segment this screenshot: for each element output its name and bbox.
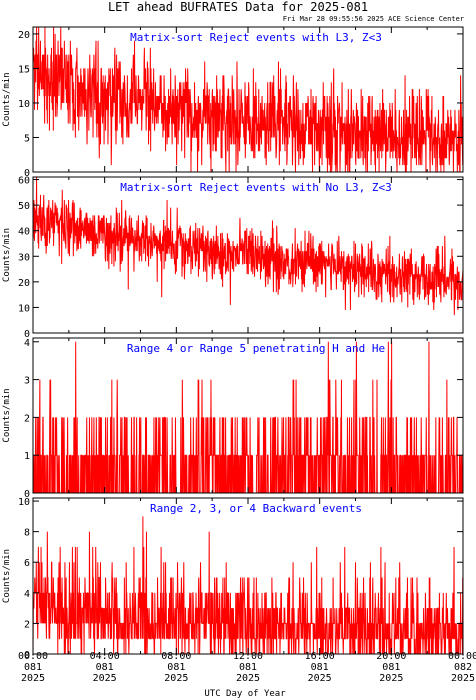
x-tick-label: 081 (311, 662, 329, 673)
y-axis-label: Counts/min (2, 228, 12, 282)
y-tick-label: 10 (18, 497, 30, 508)
series-trace (33, 177, 463, 316)
x-axis-label: UTC Day of Year (204, 689, 286, 699)
figure-title: LET ahead BUFRATES Data for 2025-081 (108, 0, 368, 14)
y-tick-label: 6 (24, 558, 30, 569)
x-tick-label: 081 (239, 662, 257, 673)
y-tick-label: 20 (18, 30, 30, 41)
x-tick-label: 16:00 (305, 651, 335, 662)
x-tick-label: 00:00 (448, 651, 476, 662)
x-tick-label: 12:00 (233, 651, 263, 662)
y-tick-label: 10 (18, 303, 30, 314)
x-tick-label: 20:00 (376, 651, 406, 662)
panel-title: Matrix-sort Reject events with No L3, Z<… (120, 181, 392, 194)
y-tick-label: 3 (24, 376, 30, 387)
y-tick-label: 40 (18, 227, 30, 238)
x-tick-label: 2025 (451, 673, 475, 684)
x-tick-label: 2025 (379, 673, 403, 684)
x-tick-label: 2025 (93, 673, 117, 684)
x-tick-label: 2025 (21, 673, 45, 684)
series-trace (33, 341, 463, 493)
x-tick-label: 2025 (308, 673, 332, 684)
y-tick-label: 20 (18, 278, 30, 289)
y-tick-label: 15 (18, 64, 30, 75)
y-tick-label: 2 (24, 619, 30, 630)
panel-1: 0 5 10 15 20 Matrix-sort Reject events with L… (2, 26, 464, 179)
panel-2: 0 10 20 30 40 50 60 Matrix-sort Reject events w… (2, 176, 464, 340)
y-tick-label: 0 (24, 329, 30, 340)
x-tick-label: 2025 (164, 673, 188, 684)
y-axis-label: Counts/min (2, 549, 12, 603)
y-tick-label: 60 (18, 176, 30, 187)
y-tick-label: 4 (24, 338, 30, 349)
figure-timestamp: Fri Mar 28 09:55:56 2025 ACE Science Cen… (283, 15, 464, 23)
panel-title: Matrix-sort Reject events with L3, Z<3 (130, 31, 382, 44)
panel-title: Range 4 or Range 5 penetrating H and He (127, 342, 385, 355)
series-trace (33, 27, 463, 172)
y-axis-label: Counts/min (2, 72, 12, 126)
x-tick-label: 081 (167, 662, 185, 673)
panel-4: 0 2 4 6 8 10 Range 2, 3, or 4 Backward events C… (2, 497, 464, 661)
x-tick-label: 04:00 (90, 651, 120, 662)
x-tick-label: 082 (454, 662, 472, 673)
y-tick-label: 30 (18, 252, 30, 263)
x-tick-label: 2025 (236, 673, 260, 684)
x-tick-label: 00:00 (18, 651, 48, 662)
panel-3: 0 1 2 3 4 Range 4 or Range 5 penetrating H an… (2, 337, 464, 500)
y-tick-label: 8 (24, 528, 30, 539)
x-tick-label: 081 (24, 662, 42, 673)
x-tick-label: 081 (382, 662, 400, 673)
y-tick-label: 0 (24, 650, 30, 661)
y-tick-label: 4 (24, 589, 30, 600)
y-tick-label: 0 (24, 168, 30, 179)
y-tick-label: 0 (24, 489, 30, 500)
x-tick-label: 081 (96, 662, 114, 673)
panel-title: Range 2, 3, or 4 Backward events (150, 502, 362, 515)
x-axis-ticks: 00:00081202504:00081202508:00081202512:0… (18, 651, 476, 684)
y-tick-label: 1 (24, 451, 30, 462)
series-trace (33, 516, 463, 654)
y-tick-label: 2 (24, 413, 30, 424)
y-tick-label: 5 (24, 133, 30, 144)
y-axis-label: Counts/min (2, 388, 12, 442)
y-tick-label: 10 (18, 99, 30, 110)
x-tick-label: 08:00 (161, 651, 191, 662)
y-tick-label: 50 (18, 201, 30, 212)
